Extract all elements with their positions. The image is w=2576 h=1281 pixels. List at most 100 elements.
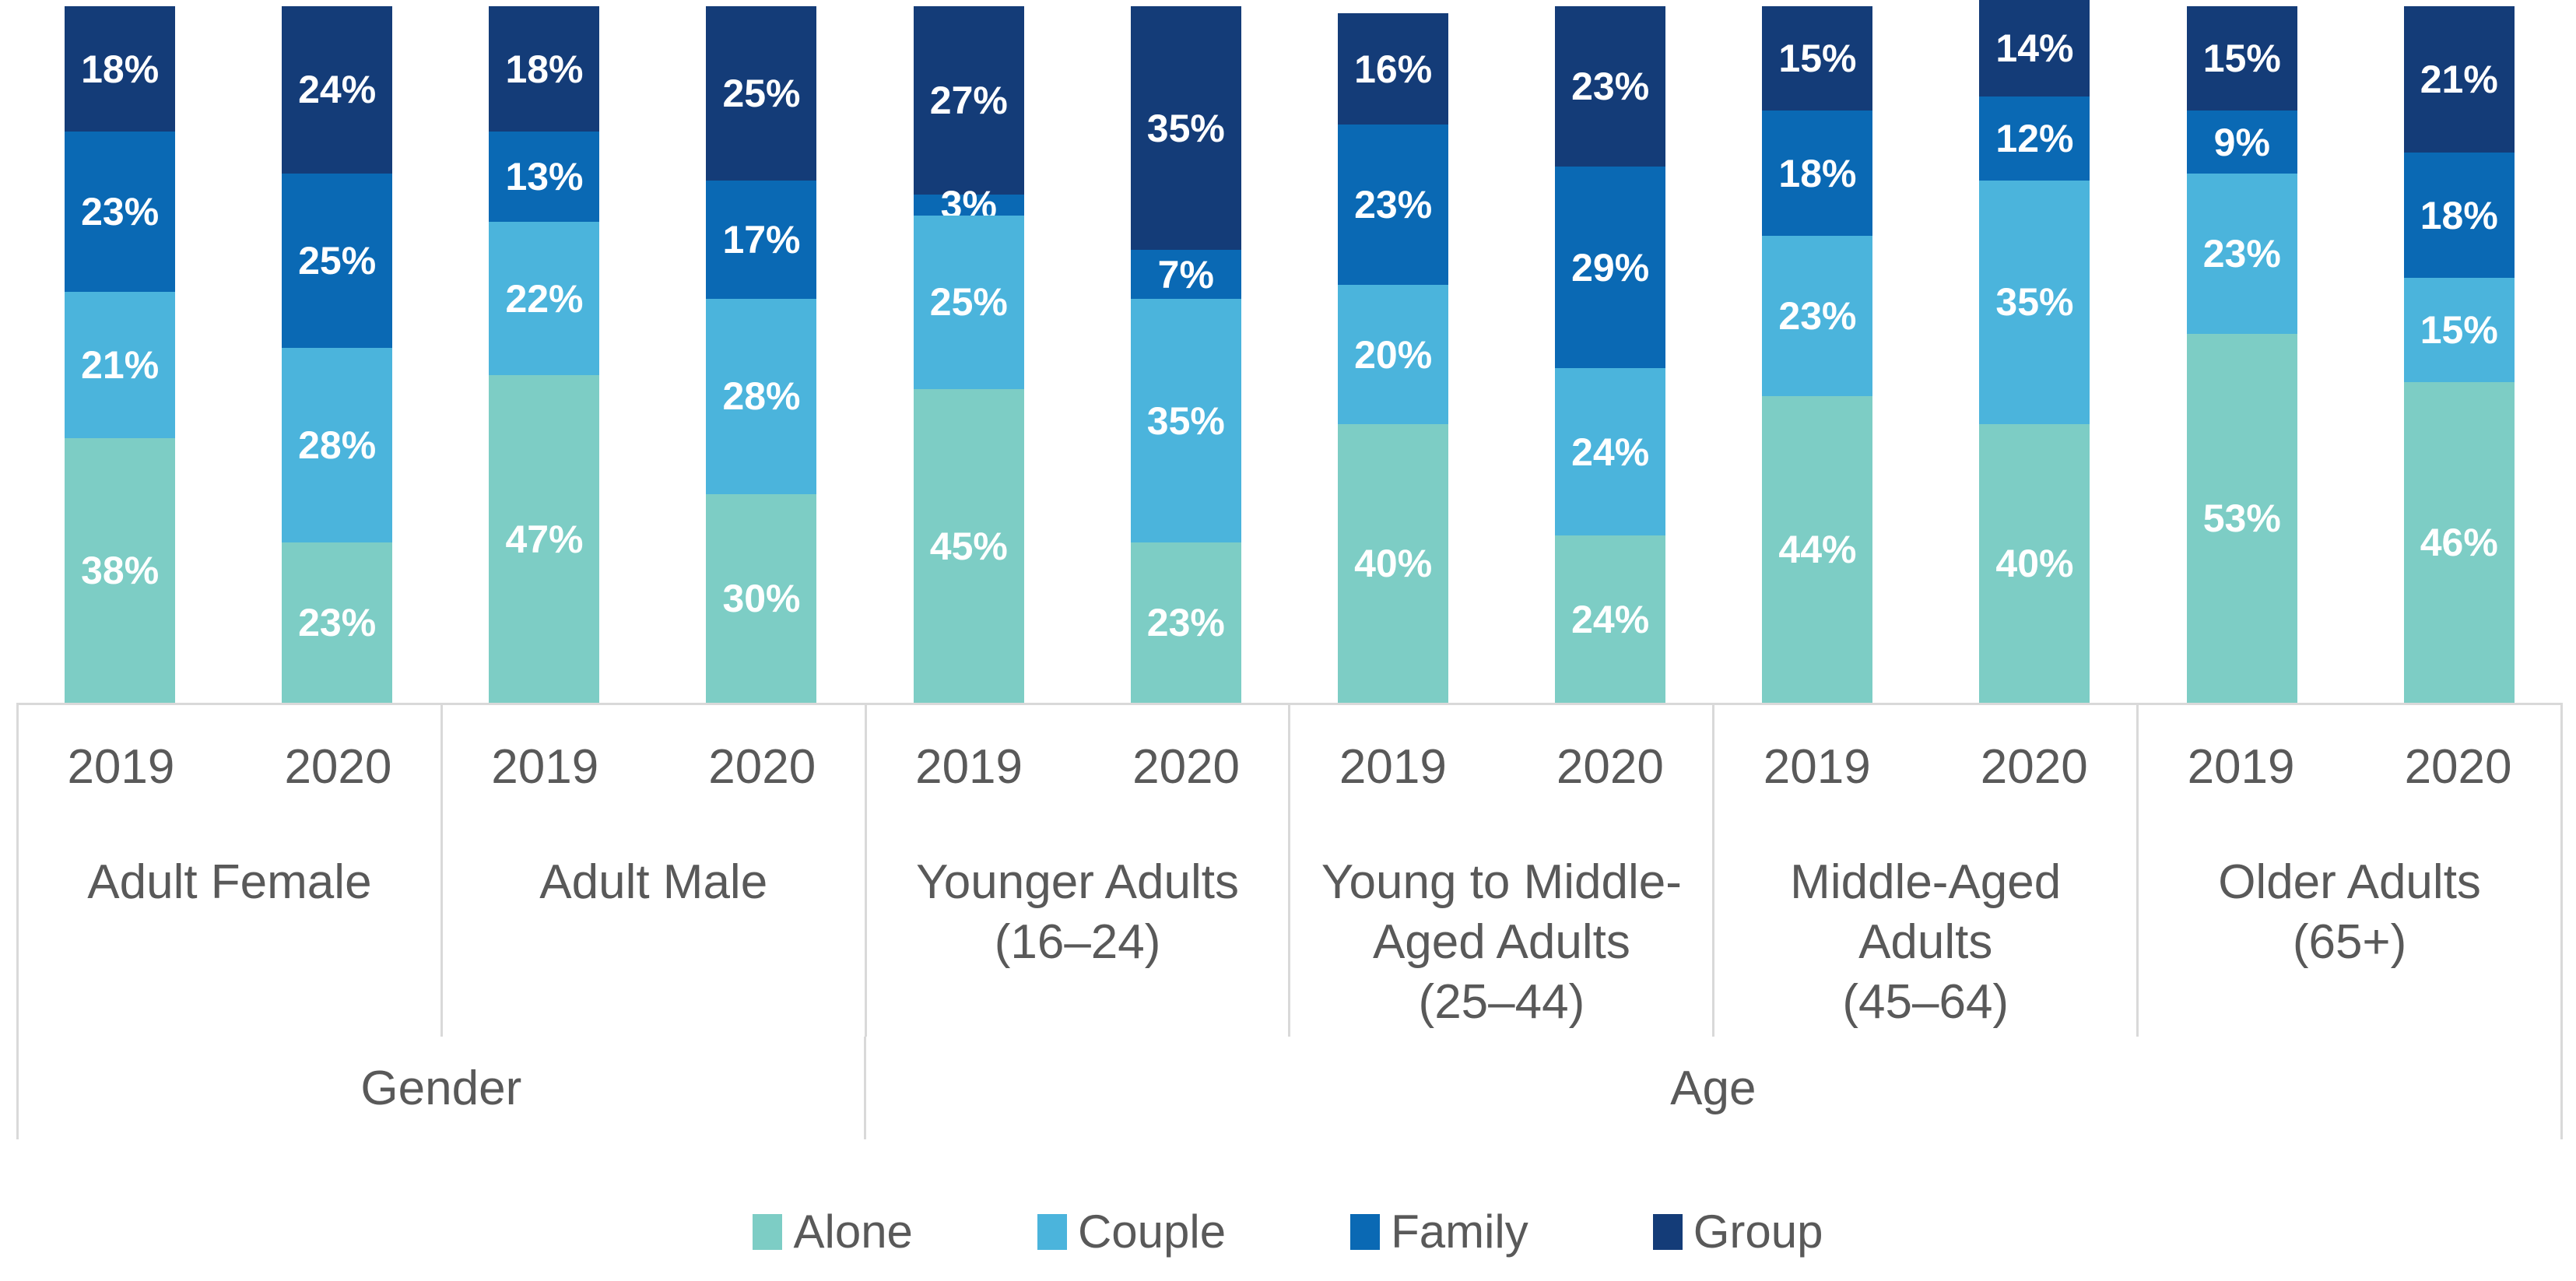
segment-couple-2019: 22% [489,222,600,376]
segment-group-2019: 16% [1338,12,1449,125]
legend-swatch-alone [753,1213,783,1250]
legend: Alone Couple Family Group [0,1205,2576,1258]
segment-value-label: 23% [2202,231,2281,276]
segment-group-2020: 23% [1555,6,1666,167]
category-label-line: Adults [1858,915,1993,969]
bar-adult-male-2019: 18% 13% 22% 47% [489,6,600,703]
segment-value-label: 23% [1146,601,1225,645]
segment-value-label: 23% [81,190,160,234]
year-label-2019: 2019 [491,740,599,794]
category-cell-adult-female: 2019 2020 Adult Female [19,705,440,1037]
segment-group-2019: 15% [1762,6,1873,111]
segment-family-2020: 12% [1979,97,2090,181]
segment-value-label: 7% [1157,252,1214,297]
legend-swatch-family [1350,1213,1381,1250]
year-labels: 2019 2020 [1714,739,2136,795]
segment-alone-2019: 53% [2186,333,2297,703]
category-label-line: Aged Adults [1372,915,1630,969]
segment-value-label: 27% [929,78,1008,122]
bar-middle-aged-adults-45-64-2020: 14% 12% 35% 40% [1979,0,2090,703]
category-cell-older-adults-65: 2019 2020 Older Adults (65+) [2136,705,2560,1037]
segment-value-label: 15% [2420,308,2498,353]
bar-group-middle-aged-adults-45-64: 15% 18% 23% 44% 14% 12% 35% 40% [1714,0,2138,703]
segment-value-label: 44% [1778,528,1857,572]
segment-value-label: 23% [1571,64,1650,108]
segment-value-label: 22% [505,276,584,321]
segment-family-2020: 17% [706,180,817,299]
year-label-2020: 2020 [1132,740,1241,794]
segment-value-label: 45% [929,524,1008,568]
segment-couple-2020: 28% [706,298,817,494]
segment-value-label: 24% [1571,430,1650,474]
segment-family-2020: 29% [1555,166,1666,369]
segment-value-label: 21% [81,342,160,387]
segment-couple-2020: 28% [282,347,393,543]
segment-family-2019: 23% [1338,125,1449,285]
segment-alone-2019: 38% [65,437,176,703]
bar-older-adults-65-2020: 21% 18% 15% 46% [2403,6,2515,703]
year-label-2019: 2019 [1763,740,1871,794]
segment-family-2020: 25% [282,173,393,348]
legend-label: Couple [1077,1206,1227,1258]
segment-alone-2020: 40% [1979,424,2090,703]
category-label-line: Young to Middle- [1321,855,1682,909]
legend-swatch-group [1652,1213,1683,1250]
category-label-line: (16–24) [994,915,1161,969]
category-label: Adult Female [19,852,440,912]
category-label-line: Middle-Aged [1790,855,2062,909]
legend-label: Alone [793,1206,913,1258]
year-label-2019: 2019 [1339,740,1447,794]
segment-value-label: 28% [298,423,377,467]
segment-family-2019: 23% [65,132,176,292]
segment-value-label: 35% [1995,280,2074,325]
segment-value-label: 53% [2202,496,2281,540]
category-cell-younger-adults-16-24: 2019 2020 Younger Adults (16–24) [864,705,1289,1037]
segment-value-label: 17% [722,217,801,261]
category-label: Middle-Aged Adults (45–64) [1714,852,2136,1032]
segment-value-label: 28% [722,374,801,419]
bar-younger-adults-16-24-2019: 27% 3% 25% 45% [913,6,1024,703]
segment-family-2020: 7% [1130,250,1241,299]
category-label-line: Older Adults [2218,855,2481,909]
segment-alone-2019: 45% [913,389,1024,703]
segment-value-label: 25% [929,280,1008,325]
year-labels: 2019 2020 [443,739,865,795]
category-cell-adult-male: 2019 2020 Adult Male [440,705,865,1037]
segment-value-label: 38% [81,548,160,592]
top-group-label-age: Age [1670,1061,1757,1115]
segment-family-2019: 18% [1762,111,1873,237]
segment-couple-2019: 20% [1338,285,1449,424]
bar-older-adults-65-2019: 15% 9% 23% 53% [2186,6,2297,703]
bar-group-adult-female: 18% 23% 21% 38% 24% 25% 28% 23% [16,0,440,703]
category-label-line: (25–44) [1418,975,1585,1029]
segment-couple-2019: 21% [65,291,176,438]
category-label: Adult Male [443,852,865,912]
legend-label: Family [1391,1206,1528,1258]
year-label-2019: 2019 [2187,740,2295,794]
bar-group-older-adults-65: 15% 9% 23% 53% 21% 18% 15% 46% [2139,0,2563,703]
bar-adult-male-2020: 25% 17% 28% 30% [706,6,817,703]
segment-alone-2020: 23% [282,542,393,703]
legend-item-group: Group [1652,1205,1823,1258]
segment-alone-2019: 44% [1762,396,1873,703]
bar-adult-female-2019: 18% 23% 21% 38% [65,6,176,703]
legend-swatch-couple [1037,1213,1067,1250]
segment-value-label: 16% [1354,47,1433,91]
segment-value-label: 21% [2420,58,2498,101]
segment-value-label: 30% [722,576,801,620]
segment-value-label: 23% [298,601,377,645]
top-group-axis: Gender Age [16,1037,2563,1139]
segment-value-label: 23% [1354,183,1433,227]
segment-value-label: 47% [505,517,584,561]
year-label-2020: 2020 [284,740,392,794]
bar-young-to-middle-aged-adults-25-44-2019: 16% 23% 20% 40% [1338,12,1449,703]
segment-family-2019: 9% [2186,111,2297,174]
segment-value-label: 25% [722,71,801,115]
segment-couple-2019: 25% [913,215,1024,390]
segment-family-2019: 13% [489,132,600,223]
segment-alone-2020: 23% [1130,542,1241,703]
segment-family-2020: 18% [2403,152,2515,279]
legend-item-alone: Alone [753,1205,913,1258]
year-label-2020: 2020 [1556,740,1664,794]
